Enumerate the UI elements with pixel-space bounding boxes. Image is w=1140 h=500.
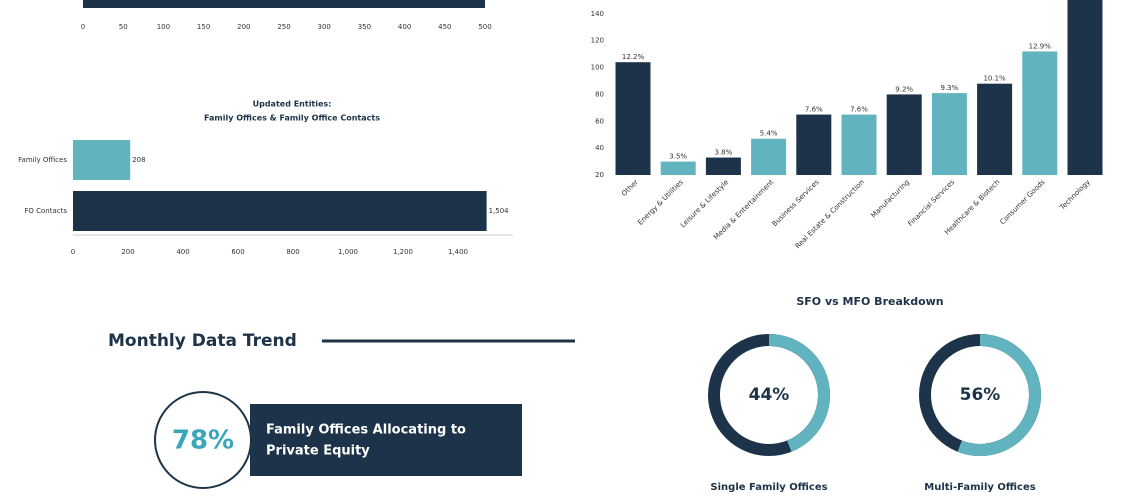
bar	[1022, 51, 1058, 176]
x-tick-label: 400	[398, 23, 411, 31]
bar	[83, 0, 485, 8]
x-tick-label: 800	[286, 248, 299, 256]
value-label: 208	[132, 156, 145, 164]
x-tick-label: 50	[119, 23, 128, 31]
x-tick-label: 200	[121, 248, 134, 256]
donut-label: 56%	[960, 385, 1001, 405]
bar	[1067, 0, 1103, 175]
bar-label: 12.2%	[622, 53, 645, 61]
x-tick-label: 1,200	[393, 248, 413, 256]
stat-label: Family Offices Allocating to	[266, 423, 466, 438]
bar	[931, 93, 967, 175]
bar-label: 9.2%	[895, 85, 913, 93]
bar-label: 9.3%	[941, 84, 959, 92]
y-tick-label: 60	[595, 117, 604, 125]
x-tick-label: 1,000	[338, 248, 358, 256]
bar	[977, 83, 1013, 175]
x-tick-label: Manufacturing	[870, 178, 912, 220]
stat-value: 78%	[172, 426, 234, 456]
y-tick-label: 140	[591, 10, 604, 18]
x-tick-label: Consumer Goods	[999, 178, 1047, 226]
x-tick-label: 0	[71, 248, 75, 256]
donut-name: Multi-Family Offices	[924, 482, 1035, 493]
x-tick-label: 300	[318, 23, 331, 31]
chart-title: SFO vs MFO Breakdown	[796, 295, 943, 308]
x-tick-label: Technology	[1058, 178, 1092, 212]
donut-arc	[768, 334, 830, 452]
x-tick-label: 200	[237, 23, 250, 31]
donut-arc	[957, 334, 1041, 456]
y-tick-label: 100	[591, 64, 604, 72]
x-tick-label: Financial Services	[906, 178, 956, 228]
x-tick-label: 100	[157, 23, 170, 31]
bar-label: 5.4%	[760, 130, 778, 138]
bar	[841, 114, 877, 175]
bar	[705, 157, 741, 175]
bar	[615, 62, 651, 176]
x-tick-label: 500	[478, 23, 491, 31]
x-tick-label: 1,400	[448, 248, 468, 256]
bar-label: 3.8%	[715, 149, 733, 157]
chart-subtitle: Family Offices & Family Office Contacts	[204, 114, 380, 123]
bar	[886, 94, 922, 175]
bar-label: 12.9%	[1029, 42, 1052, 50]
value-label: 1,504	[489, 207, 510, 215]
y-tick-label: 120	[591, 37, 604, 45]
stat-circle	[154, 391, 252, 489]
x-tick-label: Energy & Utilities	[636, 178, 685, 227]
x-tick-label: 0	[81, 23, 85, 31]
stat-box	[250, 404, 522, 476]
y-tick-label: 40	[595, 144, 604, 152]
x-tick-label: 350	[358, 23, 371, 31]
stat-label: Private Equity	[266, 444, 370, 459]
y-tick-label: Family Offices	[18, 156, 67, 164]
x-tick-label: Business Services	[771, 178, 821, 228]
x-tick-label: 450	[438, 23, 451, 31]
bar	[660, 161, 696, 175]
bar	[73, 191, 487, 231]
x-tick-label: 150	[197, 23, 210, 31]
bar-label: 7.6%	[850, 106, 868, 114]
donut-label: 44%	[749, 385, 790, 405]
y-tick-label: 20	[595, 171, 604, 179]
x-tick-label: 250	[277, 23, 290, 31]
bar	[796, 114, 832, 175]
x-tick-label: 400	[176, 248, 189, 256]
bar	[73, 140, 131, 180]
bar-label: 3.5%	[669, 153, 687, 161]
chart-title: Updated Entities:	[253, 100, 332, 109]
y-tick-label: FO Contacts	[24, 207, 67, 215]
y-tick-label: 80	[595, 90, 604, 98]
bar	[751, 138, 787, 175]
donut-name: Single Family Offices	[710, 482, 827, 493]
bar-label: 10.1%	[983, 75, 1006, 83]
x-tick-label: 600	[231, 248, 244, 256]
section-title: Monthly Data Trend	[108, 331, 297, 351]
bar-label: 7.6%	[805, 106, 823, 114]
x-tick-label: Leisure & Lifestyle	[679, 178, 730, 229]
x-tick-label: Other	[620, 178, 640, 198]
